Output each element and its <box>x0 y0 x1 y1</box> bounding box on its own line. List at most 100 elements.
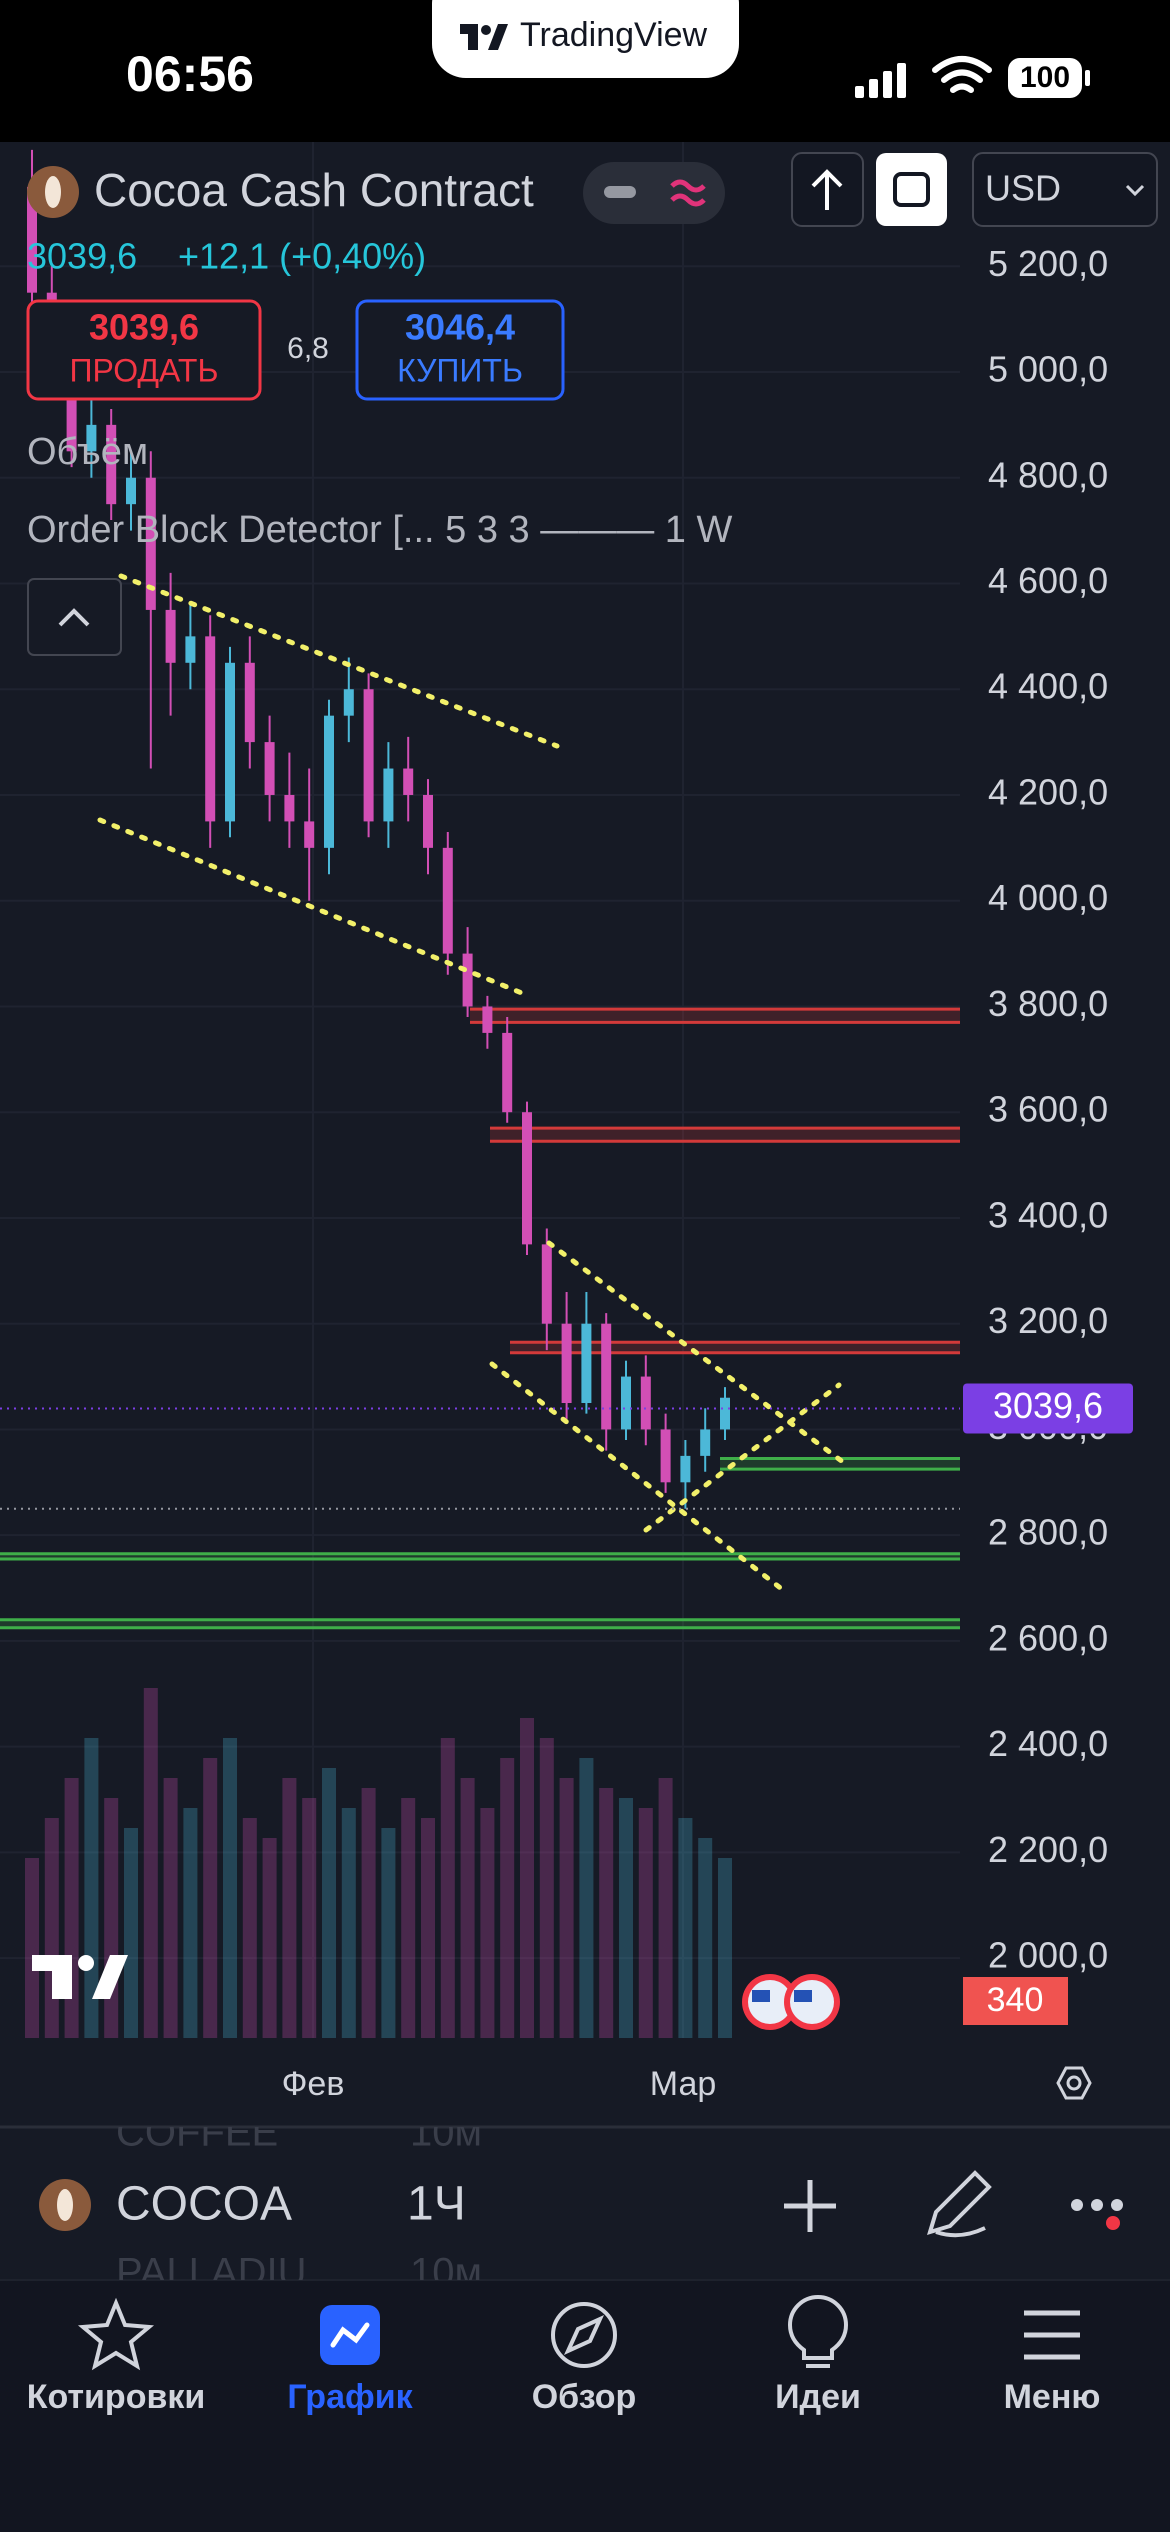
buy-price: 3046,4 <box>405 307 515 348</box>
zones-layer <box>0 1007 960 1630</box>
fullscreen-icon <box>893 172 930 207</box>
signal-icon <box>855 63 906 98</box>
candle-body <box>126 477 136 505</box>
candle-body <box>244 662 255 743</box>
y-tick-label: 2 600,0 <box>988 1617 1108 1658</box>
tab-label-active[interactable]: График <box>287 2378 413 2416</box>
settings-button[interactable] <box>1056 2066 1092 2100</box>
tv-logo <box>460 24 508 50</box>
volume-bar <box>619 1798 633 2038</box>
buy-button[interactable] <box>355 299 565 401</box>
volume-bar <box>183 1808 198 2038</box>
indicator-order-block[interactable]: Order Block Detector [... 5 3 3 ——— 1 W <box>27 509 732 551</box>
add-button[interactable] <box>784 2180 836 2232</box>
toolbar-interval[interactable]: 1Ч <box>407 2178 466 2231</box>
volume-bar <box>104 1798 119 2038</box>
tab-label[interactable]: Меню <box>1004 2378 1101 2416</box>
candle-body <box>482 1006 493 1033</box>
volume-label: 340 <box>987 1981 1044 2019</box>
volume-bar <box>242 1818 257 2038</box>
symbol-logo-bean <box>57 2189 73 2221</box>
volume-bar <box>163 1778 178 2038</box>
volume-bar <box>322 1768 336 2038</box>
sell-label: ПРОДАТЬ <box>70 352 219 388</box>
zone <box>490 1128 960 1142</box>
candle-body <box>561 1323 572 1404</box>
zone <box>0 1619 960 1628</box>
candle-body <box>640 1376 651 1430</box>
symbol-name[interactable]: Cocoa Cash Contract <box>94 164 534 216</box>
y-tick-label: 4 600,0 <box>988 560 1108 601</box>
volume-bar <box>658 1778 673 2038</box>
tab-label[interactable]: Идеи <box>775 2378 861 2416</box>
trend-line <box>489 1361 786 1593</box>
candle-body <box>324 715 334 848</box>
volume-bar <box>44 1818 59 2038</box>
indicator-volume[interactable]: Объём <box>27 431 148 473</box>
app-pill <box>432 0 739 78</box>
tab-label[interactable]: Котировки <box>27 2378 206 2416</box>
battery <box>1008 58 1082 98</box>
collapse-button[interactable] <box>27 578 122 656</box>
tabbar-bg <box>0 2280 1170 2532</box>
tv-watermark <box>32 1955 128 1999</box>
candle-body <box>601 1323 612 1430</box>
volume-bar <box>25 1858 39 2038</box>
draw-button[interactable] <box>927 2170 992 2238</box>
y-tick-label: 3 200,0 <box>988 1300 1108 1341</box>
candle-body <box>700 1429 711 1456</box>
tab-icon-needle <box>563 2314 605 2356</box>
y-tick-label: 2 800,0 <box>988 1512 1108 1553</box>
sell-button[interactable] <box>26 299 262 401</box>
tab-icon <box>77 2297 155 2371</box>
volume-bar <box>282 1778 297 2038</box>
zone <box>720 1458 960 1470</box>
volume-bar <box>599 1788 614 2038</box>
compare-pill[interactable] <box>583 162 725 224</box>
event-flags[interactable] <box>742 1974 840 2030</box>
volume-bar <box>381 1828 396 2038</box>
volume-bar <box>520 1718 534 2038</box>
trend-line <box>118 573 560 749</box>
x-label: Фев <box>282 2065 345 2103</box>
sell-price: 3039,6 <box>89 307 199 348</box>
fullscreen-button[interactable] <box>876 153 947 226</box>
volume-bar <box>124 1828 138 2038</box>
candle-body <box>502 1032 513 1113</box>
candle-body <box>383 768 394 822</box>
last-price-box <box>963 1383 1133 1434</box>
candle-body <box>522 1112 532 1245</box>
volume-bar <box>143 1688 158 2038</box>
volume-bar <box>401 1798 416 2038</box>
collapse-icon <box>58 608 90 627</box>
toolbar-symbol[interactable]: COCOA <box>116 2178 292 2231</box>
status-time: 06:56 <box>126 46 254 102</box>
volume-bar <box>460 1778 475 2038</box>
x-label: Мар <box>650 2065 717 2103</box>
candle-body <box>442 847 453 954</box>
last-price-label: 3039,6 <box>993 1385 1103 1426</box>
candle-body <box>66 371 77 452</box>
more-button[interactable] <box>1071 2199 1123 2211</box>
candle-body <box>185 636 196 663</box>
zone <box>510 1342 960 1353</box>
tab-icon <box>551 2302 617 2368</box>
volume-bar <box>638 1808 653 2038</box>
ghost-interval: 10м <box>410 2251 482 2295</box>
battery-level: 100 <box>1020 61 1070 94</box>
y-tick-label: 4 800,0 <box>988 454 1108 495</box>
price-axis: 5 200,0 5 000,0 4 800,0 4 600,0 4 400,0 4 200… <box>963 243 1133 1976</box>
tab-icon <box>1024 2310 1080 2360</box>
tab-label[interactable]: Обзор <box>532 2378 637 2416</box>
chart-bg <box>0 142 1170 2127</box>
volume-bar <box>262 1838 277 2038</box>
candle-body <box>541 1244 552 1324</box>
y-tick-label: 5 200,0 <box>988 243 1108 284</box>
y-tick-label: 4 400,0 <box>988 666 1108 707</box>
watchlist-ghost: COFFEE 10м PALLADIU 10м <box>116 2127 482 2295</box>
currency-select[interactable] <box>972 152 1158 227</box>
candle-body <box>660 1429 671 1483</box>
y-tick-label: 2 200,0 <box>988 1829 1108 1870</box>
y-tick-label: 4 000,0 <box>988 877 1108 918</box>
